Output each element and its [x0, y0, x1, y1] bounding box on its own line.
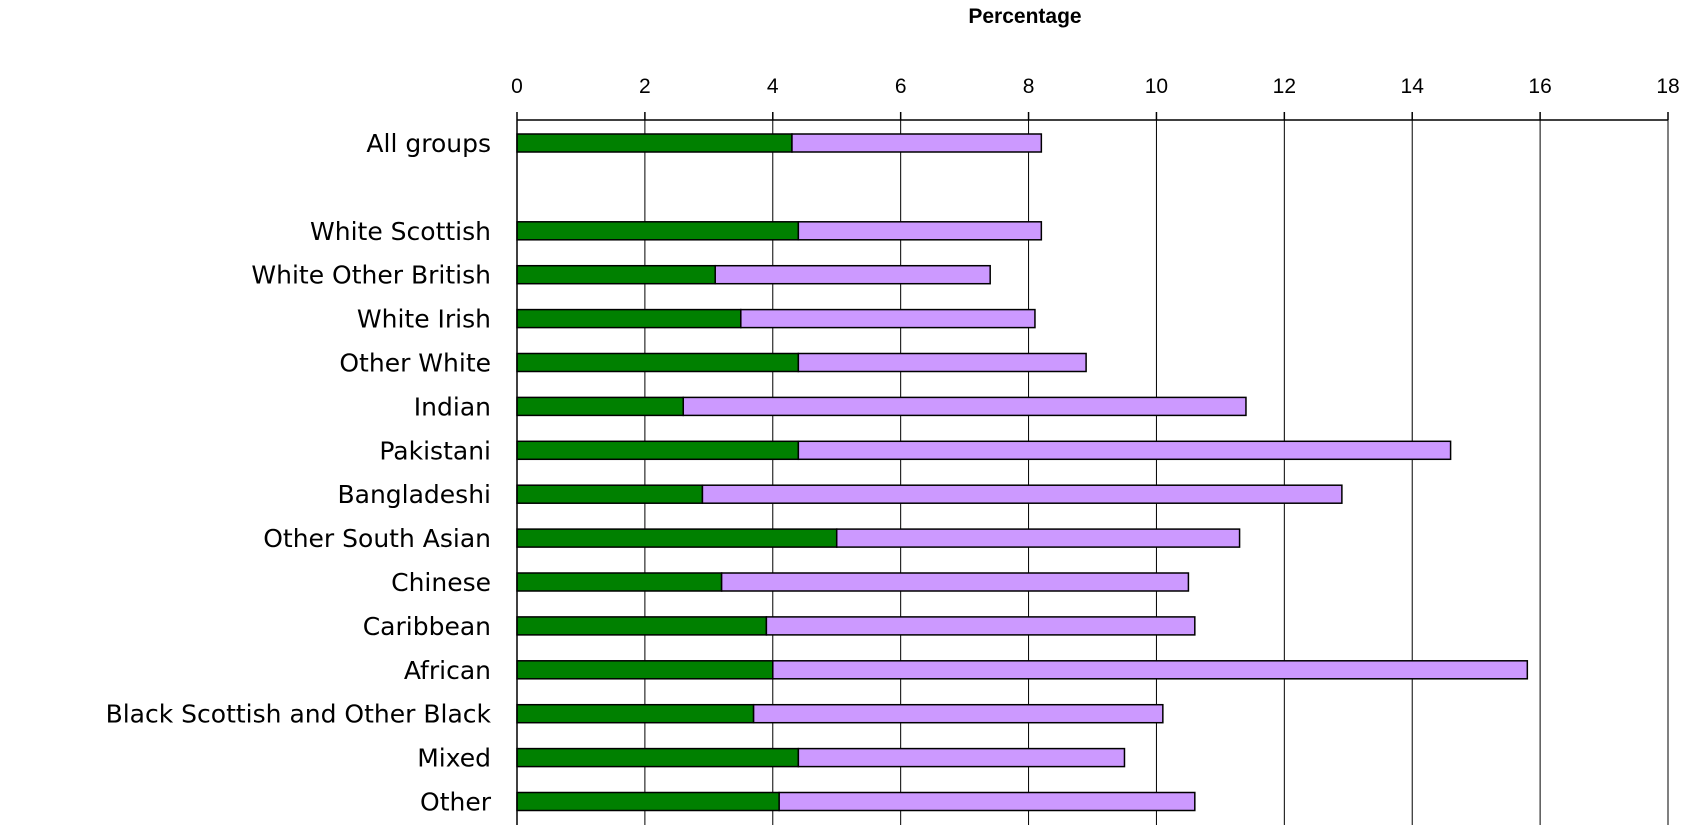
- category-label: Other South Asian: [263, 524, 491, 553]
- bar-segment-series-2: [797, 221, 1043, 241]
- category-label: Chinese: [391, 568, 491, 597]
- bar-segment-series-1: [516, 308, 742, 329]
- category-label: Other: [420, 788, 492, 817]
- x-tick-label: 4: [767, 75, 779, 98]
- category-label: All groups: [366, 129, 491, 158]
- bar-segment-series-2: [835, 528, 1241, 548]
- category-label: Bangladeshi: [337, 480, 491, 509]
- x-tick-label: 18: [1656, 75, 1679, 98]
- bar-segment-series-2: [682, 396, 1247, 417]
- x-tick-label: 16: [1528, 75, 1551, 98]
- bar-segment-series-2: [772, 660, 1529, 680]
- category-label: Black Scottish and Other Black: [106, 700, 492, 729]
- bar-segment-series-2: [740, 308, 1036, 329]
- bar-segment-series-1: [516, 440, 800, 461]
- x-tick-label: 0: [511, 75, 523, 98]
- bar-segment-series-2: [752, 703, 1164, 724]
- x-tick-label: 6: [895, 75, 907, 98]
- category-label: Caribbean: [363, 612, 491, 641]
- x-tick-label: 2: [639, 75, 651, 98]
- bar-segment-series-1: [516, 528, 838, 548]
- bar-segment-series-1: [516, 572, 723, 592]
- x-tick-label: 10: [1145, 75, 1168, 98]
- x-tick-label: 12: [1273, 75, 1296, 98]
- bar-segment-series-1: [516, 133, 793, 153]
- bar-segment-series-1: [516, 703, 755, 724]
- x-axis-title: Percentage: [968, 5, 1081, 28]
- x-tick-label: 8: [1023, 75, 1035, 98]
- bar-segment-series-2: [797, 440, 1452, 461]
- bar-segment-series-2: [797, 352, 1087, 373]
- category-label: White Scottish: [310, 217, 491, 246]
- bar-segment-series-1: [516, 660, 774, 680]
- x-tick-labels: 0 2 4 6 8 10 12 14 16 18: [511, 75, 1680, 98]
- bar-segment-series-1: [516, 747, 800, 768]
- bar-segment-series-2: [778, 791, 1196, 812]
- bar-segment-series-1: [516, 264, 716, 285]
- bar-segment-series-2: [765, 616, 1196, 636]
- bar-segment-series-1: [516, 791, 780, 812]
- bar-segment-series-1: [516, 221, 800, 241]
- category-label: Indian: [414, 392, 491, 421]
- bar-segment-series-2: [714, 264, 991, 285]
- category-label: White Other British: [251, 261, 491, 290]
- category-labels: All groups White Scottish White Other Brit…: [106, 129, 492, 817]
- bar-segment-series-1: [516, 396, 685, 417]
- bar-segment-series-2: [720, 572, 1190, 592]
- bar-segment-series-1: [516, 484, 704, 504]
- bar-segment-series-2: [791, 133, 1043, 153]
- category-label: Other White: [339, 349, 491, 378]
- bar-segment-series-1: [516, 352, 800, 373]
- category-label: White Irish: [357, 305, 491, 334]
- category-label: Pakistani: [379, 436, 491, 465]
- bars: [516, 133, 1529, 812]
- category-label: African: [404, 656, 491, 685]
- bar-segment-series-2: [701, 484, 1343, 504]
- x-tick-label: 14: [1401, 75, 1425, 98]
- bar-segment-series-1: [516, 616, 768, 636]
- bar-segment-series-2: [797, 747, 1126, 768]
- category-label: Mixed: [417, 744, 491, 773]
